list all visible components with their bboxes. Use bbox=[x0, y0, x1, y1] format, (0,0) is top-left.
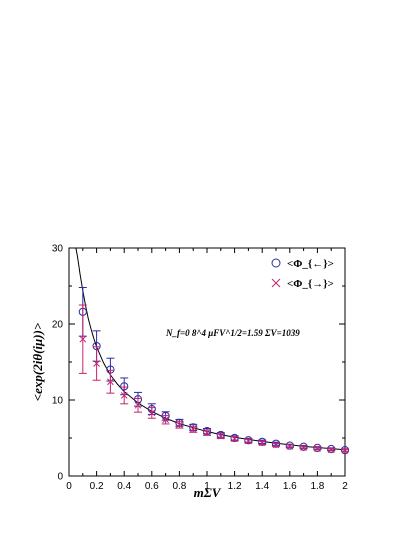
y-tick-label: 20 bbox=[52, 320, 64, 331]
series-1-point bbox=[272, 441, 280, 449]
cross-marker-b bbox=[176, 421, 183, 429]
circle-marker bbox=[258, 437, 267, 446]
series-1-point bbox=[341, 447, 349, 454]
cross-marker-b bbox=[134, 401, 142, 409]
series-1-point bbox=[216, 432, 225, 440]
x-tick-label: 2 bbox=[342, 481, 348, 492]
circle-marker bbox=[299, 442, 308, 451]
legend-marker-phi-left bbox=[271, 258, 281, 268]
cross-marker-b bbox=[272, 441, 280, 449]
cross-marker-b bbox=[245, 437, 252, 445]
series-1-point bbox=[230, 435, 239, 443]
parameter-annotation: N_f=0 8^4 μFV^1/2=1.59 ΣV=1039 bbox=[165, 328, 300, 338]
circle-marker bbox=[244, 436, 253, 445]
legend: <Φ_{←}> <Φ_{→}> bbox=[271, 258, 334, 290]
series-1-point bbox=[189, 425, 198, 433]
y-tick-label: 10 bbox=[52, 396, 64, 407]
series-1-point bbox=[258, 439, 267, 447]
series-1-point bbox=[285, 443, 294, 450]
series-1-point bbox=[299, 444, 308, 451]
x-axis-label: mΣV bbox=[194, 485, 222, 500]
series-1-point bbox=[203, 429, 211, 437]
cross-marker-b bbox=[148, 409, 156, 417]
series-1-point bbox=[120, 386, 129, 405]
cross-marker-b bbox=[231, 435, 238, 443]
cross-marker-b bbox=[314, 445, 321, 452]
cross-marker-b bbox=[79, 335, 87, 343]
series-1-point bbox=[78, 304, 87, 374]
x-tick-label: 1.6 bbox=[283, 481, 297, 492]
x-tick-label: 1.2 bbox=[228, 481, 242, 492]
series-1-point bbox=[161, 415, 170, 425]
series-1-point bbox=[313, 445, 322, 452]
cross-marker-b bbox=[189, 425, 197, 433]
cross-marker-b bbox=[162, 416, 169, 424]
cross-marker-b bbox=[300, 444, 307, 451]
cross-marker-b bbox=[341, 447, 349, 454]
x-tick-label: 0.4 bbox=[117, 481, 131, 492]
x-tick-label: 0.2 bbox=[90, 481, 104, 492]
series-1-point bbox=[134, 397, 142, 413]
data-marks bbox=[78, 287, 350, 455]
legend-marker-phi-right bbox=[271, 278, 281, 288]
x-tick-label: 0.8 bbox=[172, 481, 186, 492]
cross-marker-b bbox=[120, 392, 128, 399]
x-tick-label: 1 bbox=[204, 481, 210, 492]
cross-marker-b bbox=[258, 439, 266, 447]
circle-marker bbox=[285, 441, 294, 450]
cross-marker-b bbox=[286, 443, 294, 450]
y-tick-label: 0 bbox=[57, 472, 63, 483]
x-tick-label: 0.6 bbox=[145, 481, 159, 492]
cross-marker-b bbox=[327, 446, 335, 454]
x-tick-label: 1.4 bbox=[255, 481, 269, 492]
x-tick-label: 0 bbox=[66, 481, 72, 492]
series-1-point bbox=[92, 346, 101, 381]
series-1-point bbox=[106, 369, 115, 394]
circle-marker bbox=[230, 433, 239, 443]
series-1-point bbox=[327, 446, 336, 454]
y-axis-label: <exp(2iθ(iμ))> bbox=[30, 322, 45, 401]
cross-marker-b bbox=[107, 378, 114, 386]
cross-marker-b bbox=[203, 429, 211, 437]
cross-marker-b bbox=[217, 432, 225, 440]
cross-marker-b bbox=[93, 360, 100, 367]
series-1-point bbox=[244, 437, 253, 445]
x-tick-label: 1.8 bbox=[310, 481, 324, 492]
y-tick-label: 30 bbox=[52, 244, 64, 255]
series-1-point bbox=[175, 420, 184, 429]
legend-label-phi-left: <Φ_{←}> bbox=[287, 258, 334, 270]
legend-label-phi-right: <Φ_{→}> bbox=[287, 278, 334, 290]
series-1-point bbox=[147, 407, 156, 419]
circle-marker bbox=[340, 446, 350, 455]
